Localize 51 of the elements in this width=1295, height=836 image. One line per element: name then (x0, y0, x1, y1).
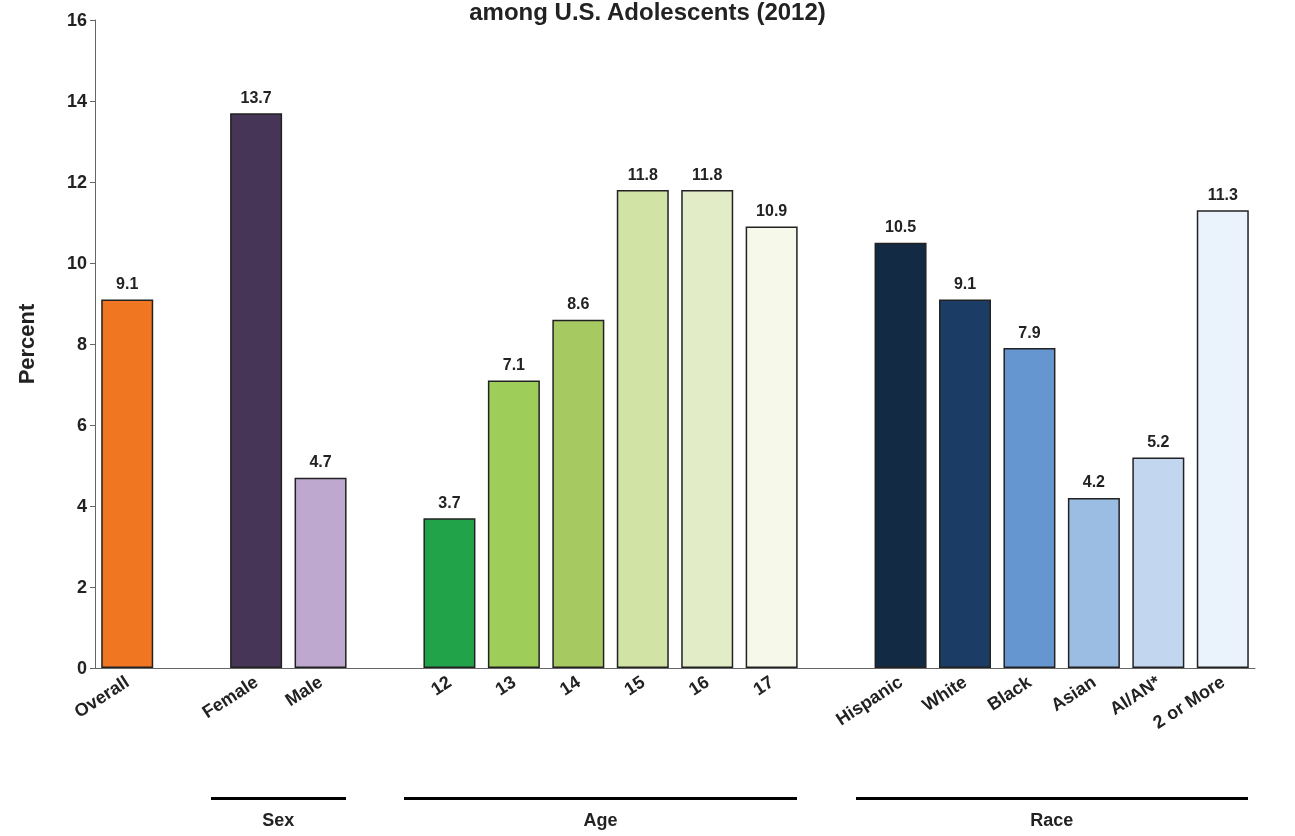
y-tick-label: 2 (76, 577, 87, 597)
bar (745, 226, 798, 668)
x-tick-label: 17 (749, 671, 778, 700)
bar (939, 299, 991, 668)
chart-title: among U.S. Adolescents (2012) (469, 0, 826, 25)
bar (230, 113, 283, 668)
data-label: 7.9 (1018, 323, 1041, 341)
x-tick-label: 12 (427, 671, 455, 700)
x-tick-label: 14 (556, 671, 584, 700)
text: Age (582, 810, 619, 831)
bar (1196, 210, 1249, 668)
data-label: 11.8 (692, 165, 723, 183)
bar (487, 380, 540, 668)
bar (1067, 497, 1120, 668)
y-tick-label: 16 (66, 10, 87, 30)
text: Sex (261, 810, 296, 831)
x-tick-label: 13 (491, 671, 520, 700)
data-label: 8.6 (567, 295, 590, 313)
data-label: 11.8 (627, 165, 658, 183)
data-label: 9.1 (116, 274, 139, 292)
bar (101, 299, 154, 668)
bar (423, 518, 476, 668)
data-label: 4.2 (1082, 473, 1106, 491)
bar (294, 477, 347, 668)
y-tick-label: 0 (76, 658, 87, 678)
data-label: 9.1 (953, 274, 977, 292)
bar (874, 242, 927, 668)
data-label: 3.7 (438, 493, 461, 511)
data-label: 11.3 (1207, 185, 1238, 203)
bar (1132, 457, 1185, 668)
data-label: 4.7 (309, 453, 332, 471)
y-tick-label: 12 (66, 172, 87, 192)
y-tick-label: 10 (66, 253, 87, 273)
data-label: 7.1 (502, 355, 526, 373)
y-tick-label: 8 (76, 334, 87, 354)
data-label: 5.2 (1147, 432, 1170, 450)
x-tick-label: 16 (684, 671, 713, 700)
x-tick-label: 15 (620, 671, 649, 700)
x-tick-label: Male (281, 671, 326, 711)
data-label: 13.7 (240, 88, 272, 106)
y-tick-label: 14 (66, 91, 87, 111)
bar (1003, 348, 1056, 668)
text: Race (1029, 810, 1075, 831)
bar (552, 319, 605, 668)
y-tick-label: 6 (76, 415, 87, 435)
bar (616, 190, 669, 668)
data-label: 10.5 (884, 218, 917, 236)
y-axis-title: Percent (13, 302, 39, 385)
y-tick-label: 4 (76, 496, 87, 516)
data-label: 10.9 (756, 202, 788, 220)
bar (681, 190, 734, 668)
